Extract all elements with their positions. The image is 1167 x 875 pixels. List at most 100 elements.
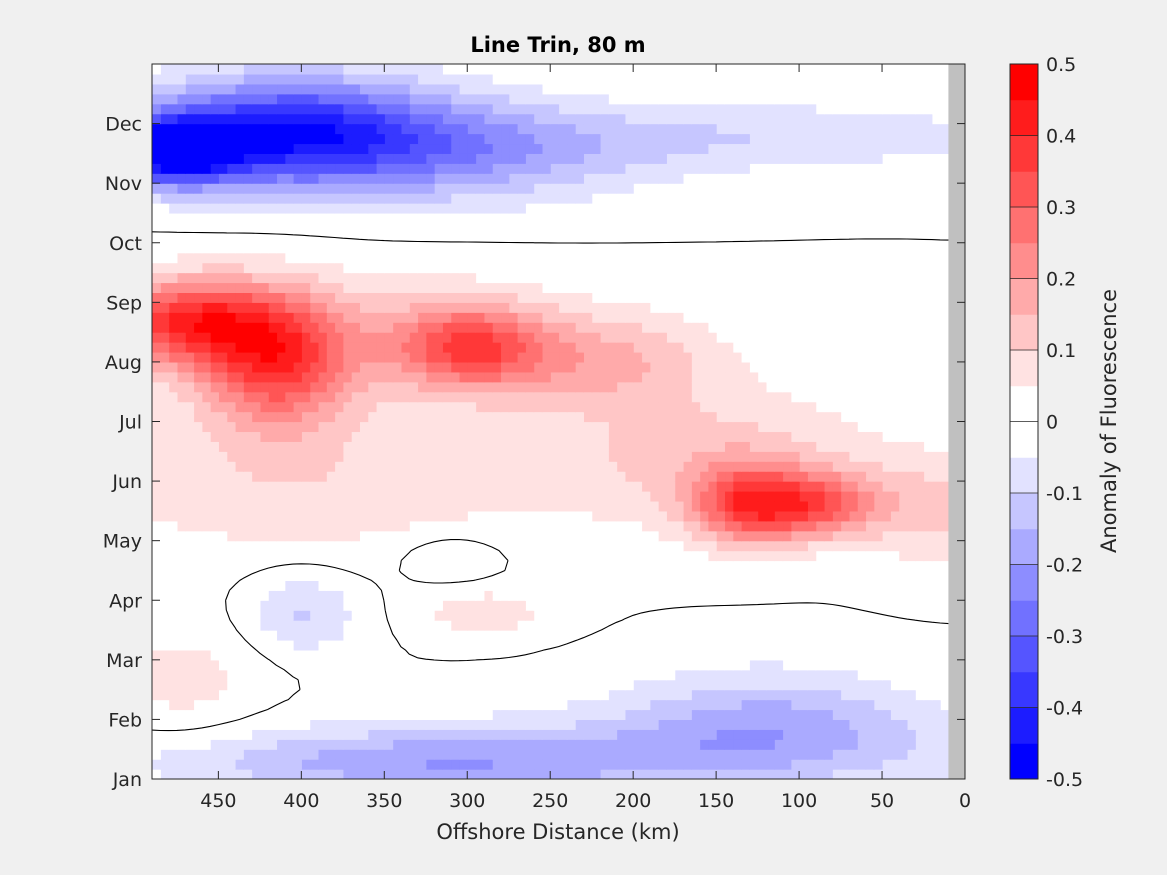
heatmap-cell	[541, 381, 551, 393]
heatmap-cell	[533, 351, 543, 363]
heatmap-cell	[757, 649, 767, 661]
heatmap-cell	[890, 292, 900, 303]
heatmap-cell	[201, 669, 211, 681]
heatmap-cell	[168, 679, 178, 691]
heatmap-cell	[649, 769, 659, 779]
heatmap-cell	[566, 530, 576, 542]
heatmap-cell	[699, 471, 709, 482]
heatmap-cell	[176, 461, 186, 472]
heatmap-cell	[931, 630, 941, 641]
heatmap-cell	[832, 500, 842, 512]
heatmap-cell	[417, 550, 427, 562]
heatmap-cell	[301, 421, 311, 433]
heatmap-cell	[633, 322, 643, 333]
heatmap-cell	[301, 431, 311, 442]
heatmap-cell	[898, 679, 908, 691]
heatmap-cell	[815, 679, 825, 691]
heatmap-cell	[865, 639, 875, 651]
heatmap-cell	[658, 421, 667, 433]
heatmap-cell	[392, 510, 402, 522]
heatmap-cell	[417, 769, 427, 779]
heatmap-cell	[176, 590, 186, 601]
heatmap-cell	[599, 639, 609, 651]
heatmap-cell	[940, 342, 950, 353]
heatmap-cell	[591, 679, 601, 691]
heatmap-cell	[409, 272, 419, 284]
heatmap-cell	[599, 461, 609, 472]
heatmap-cell	[608, 759, 618, 770]
heatmap-cell	[840, 729, 850, 740]
heatmap-cell	[624, 461, 634, 472]
heatmap-cell	[848, 332, 858, 343]
heatmap-cell	[434, 699, 443, 711]
heatmap-cell	[823, 620, 833, 631]
heatmap-cell	[575, 381, 584, 393]
heatmap-cell	[326, 739, 336, 750]
heatmap-cell	[707, 659, 717, 671]
heatmap-cell	[616, 620, 626, 631]
heatmap-cell	[359, 769, 369, 779]
heatmap-cell	[857, 342, 867, 353]
heatmap-cell	[409, 302, 419, 313]
heatmap-cell	[799, 669, 808, 681]
heatmap-cell	[591, 769, 601, 779]
heatmap-cell	[599, 739, 609, 750]
heatmap-cell	[649, 590, 659, 601]
heatmap-cell	[525, 510, 535, 522]
heatmap-cell	[525, 610, 535, 621]
heatmap-cell	[583, 421, 593, 433]
heatmap-cell	[782, 719, 792, 730]
heatmap-cell	[682, 322, 692, 333]
heatmap-cell	[799, 769, 808, 779]
heatmap-cell	[351, 639, 360, 651]
heatmap-cell	[832, 689, 842, 701]
heatmap-cell	[649, 451, 659, 462]
heatmap-cell	[259, 332, 269, 343]
heatmap-cell	[293, 282, 302, 293]
heatmap-cell	[417, 759, 427, 770]
heatmap-cell	[375, 401, 385, 413]
heatmap-cell	[234, 411, 244, 423]
heatmap-cell	[334, 451, 344, 462]
heatmap-cell	[458, 630, 468, 641]
heatmap-cell	[276, 381, 286, 393]
heatmap-cell	[724, 491, 734, 502]
heatmap-cell	[765, 451, 775, 462]
heatmap-cell	[940, 510, 950, 522]
heatmap-cell	[334, 282, 344, 293]
heatmap-cell	[517, 491, 526, 502]
heatmap-cell	[201, 610, 211, 621]
heatmap-cell	[193, 431, 203, 442]
heatmap-cell	[890, 550, 900, 562]
heatmap-cell	[765, 689, 775, 701]
heatmap-cell	[367, 580, 377, 591]
heatmap-cell	[732, 580, 742, 591]
heatmap-cell	[807, 639, 817, 651]
heatmap-cell	[550, 481, 560, 492]
heatmap-cell	[317, 272, 327, 284]
heatmap-cell	[641, 342, 651, 353]
heatmap-cell	[218, 679, 228, 691]
heatmap-cell	[616, 699, 626, 711]
heatmap-cell	[940, 332, 950, 343]
heatmap-cell	[591, 431, 601, 442]
heatmap-cell	[309, 759, 319, 770]
heatmap-cell	[815, 461, 825, 472]
heatmap-cell	[185, 620, 195, 631]
heatmap-cell	[243, 272, 253, 284]
heatmap-cell	[384, 381, 394, 393]
heatmap-cell	[666, 679, 676, 691]
heatmap-cell	[210, 759, 219, 770]
heatmap-cell	[599, 401, 609, 413]
heatmap-cell	[210, 272, 219, 284]
heatmap-cell	[741, 590, 750, 601]
heatmap-cell	[342, 679, 352, 691]
heatmap-cell	[599, 659, 609, 671]
heatmap-cell	[384, 600, 394, 611]
heatmap-cell	[176, 669, 186, 681]
heatmap-cell	[226, 759, 236, 770]
heatmap-cell	[409, 550, 419, 562]
heatmap-cell	[674, 431, 684, 442]
heatmap-cell	[334, 570, 344, 581]
heatmap-cell	[367, 401, 377, 413]
